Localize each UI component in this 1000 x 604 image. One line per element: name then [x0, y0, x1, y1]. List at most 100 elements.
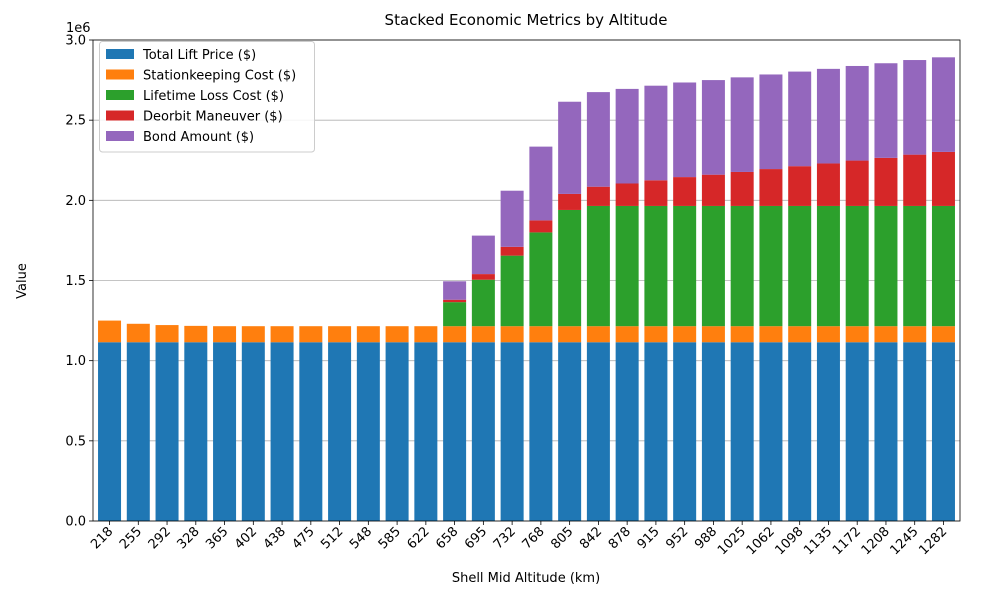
bar-segment-series-2: [931, 205, 955, 327]
x-tick-label: 365: [203, 524, 231, 552]
bar-segment-series-3: [615, 183, 639, 206]
bar-segment-series-4: [759, 74, 783, 170]
bar-segment-series-1: [586, 326, 610, 343]
bar-segment-series-0: [730, 342, 754, 521]
bar-segment-series-4: [443, 281, 467, 300]
x-tick-label: 695: [462, 524, 490, 552]
bar-segment-series-2: [673, 205, 697, 327]
bar-segment-series-4: [471, 235, 495, 275]
bar-segment-series-0: [356, 342, 380, 521]
bar-segment-series-3: [816, 163, 840, 206]
bar-segment-series-1: [903, 326, 927, 343]
bar-segment-series-0: [644, 342, 668, 521]
bar-segment-series-1: [788, 326, 812, 343]
y-tick-label: 0.5: [65, 434, 86, 449]
bar-segment-series-2: [615, 205, 639, 327]
x-axis-label: Shell Mid Altitude (km): [452, 571, 600, 586]
bar-segment-series-3: [759, 169, 783, 206]
x-tick-label: 218: [88, 524, 116, 552]
bar-segment-series-0: [155, 342, 179, 521]
x-tick-label: 512: [318, 524, 346, 552]
bar-segment-series-1: [328, 326, 352, 343]
bar-segment-series-2: [586, 205, 610, 327]
bar-segment-series-3: [903, 154, 927, 206]
y-tick-label: 1.5: [65, 274, 86, 289]
legend-label-series-3: Deorbit Maneuver ($): [143, 110, 283, 125]
bar-segment-series-3: [673, 177, 697, 206]
legend-swatch-series-4: [106, 131, 134, 141]
bar-segment-series-2: [558, 209, 582, 327]
bar-segment-series-0: [615, 342, 639, 521]
y-axis-label: Value: [15, 263, 30, 299]
bar-segment-series-1: [270, 326, 294, 343]
x-tick-label: 475: [289, 524, 317, 552]
bar-segment-series-3: [443, 299, 467, 303]
bar-segment-series-1: [414, 326, 438, 343]
bar-segment-series-1: [500, 326, 524, 343]
x-tick-label: 1172: [830, 524, 864, 558]
bar-segment-series-3: [788, 166, 812, 206]
x-tick-label: 1062: [744, 524, 778, 558]
bar-segment-series-3: [730, 171, 754, 206]
bar-segment-series-0: [98, 342, 122, 521]
bar-segment-series-0: [673, 342, 697, 521]
bar-segment-series-2: [874, 205, 898, 327]
bar-segment-series-3: [845, 160, 869, 206]
bar-segment-series-1: [701, 326, 725, 343]
bar-segment-series-3: [529, 220, 553, 233]
bar-segment-series-3: [558, 193, 582, 210]
bar-segment-series-1: [98, 320, 122, 343]
bar-segment-series-0: [443, 342, 467, 521]
x-tick-label: 658: [433, 524, 461, 552]
chart-title: Stacked Economic Metrics by Altitude: [385, 11, 668, 29]
bar-segment-series-1: [443, 326, 467, 343]
legend-box: [99, 41, 315, 153]
bar-segment-series-1: [529, 326, 553, 343]
bar-segment-series-0: [816, 342, 840, 521]
x-tick-label: 878: [606, 524, 634, 552]
x-tick-label: 915: [635, 524, 663, 552]
bar-segment-series-3: [931, 151, 955, 206]
x-tick-label: 292: [146, 524, 174, 552]
bar-segment-series-1: [816, 326, 840, 343]
bar-segment-series-0: [874, 342, 898, 521]
x-tick-label: 402: [232, 524, 260, 552]
x-tick-label: 1208: [859, 524, 893, 558]
x-tick-label: 952: [663, 524, 691, 552]
y-tick-label: 3.0: [65, 34, 86, 49]
bar-segment-series-2: [845, 205, 869, 327]
bar-segment-series-0: [270, 342, 294, 521]
bar-segment-series-2: [529, 232, 553, 327]
bar-segment-series-0: [385, 342, 409, 521]
bar-segment-series-2: [730, 205, 754, 327]
bar-segment-series-4: [529, 146, 553, 221]
bar-segment-series-2: [903, 205, 927, 327]
bar-segment-series-0: [558, 342, 582, 521]
y-axis-offset-label: 1e6: [66, 21, 91, 36]
bar-segment-series-1: [126, 323, 150, 343]
bar-segment-series-0: [126, 342, 150, 521]
bar-segment-series-4: [673, 82, 697, 178]
bar-segment-series-1: [874, 326, 898, 343]
bar-segment-series-2: [443, 302, 467, 327]
bar-segment-series-0: [701, 342, 725, 521]
x-tick-label: 255: [117, 524, 145, 552]
bar-segment-series-4: [845, 65, 869, 161]
bar-segment-series-1: [931, 326, 955, 343]
bar-segment-series-0: [184, 342, 208, 521]
bar-segment-series-0: [759, 342, 783, 521]
bar-segment-series-0: [328, 342, 352, 521]
x-tick-label: 842: [577, 524, 605, 552]
bar-segment-series-4: [931, 57, 955, 152]
bar-segment-series-4: [701, 80, 725, 175]
bar-segment-series-0: [845, 342, 869, 521]
bar-segment-series-2: [816, 205, 840, 327]
bar-segment-series-4: [558, 101, 582, 194]
bar-segment-series-2: [701, 205, 725, 327]
bar-segment-series-4: [644, 85, 668, 181]
bar-segment-series-2: [500, 255, 524, 327]
bar-segment-series-0: [213, 342, 237, 521]
bar-segment-series-4: [730, 77, 754, 172]
bar-segment-series-1: [471, 326, 495, 343]
